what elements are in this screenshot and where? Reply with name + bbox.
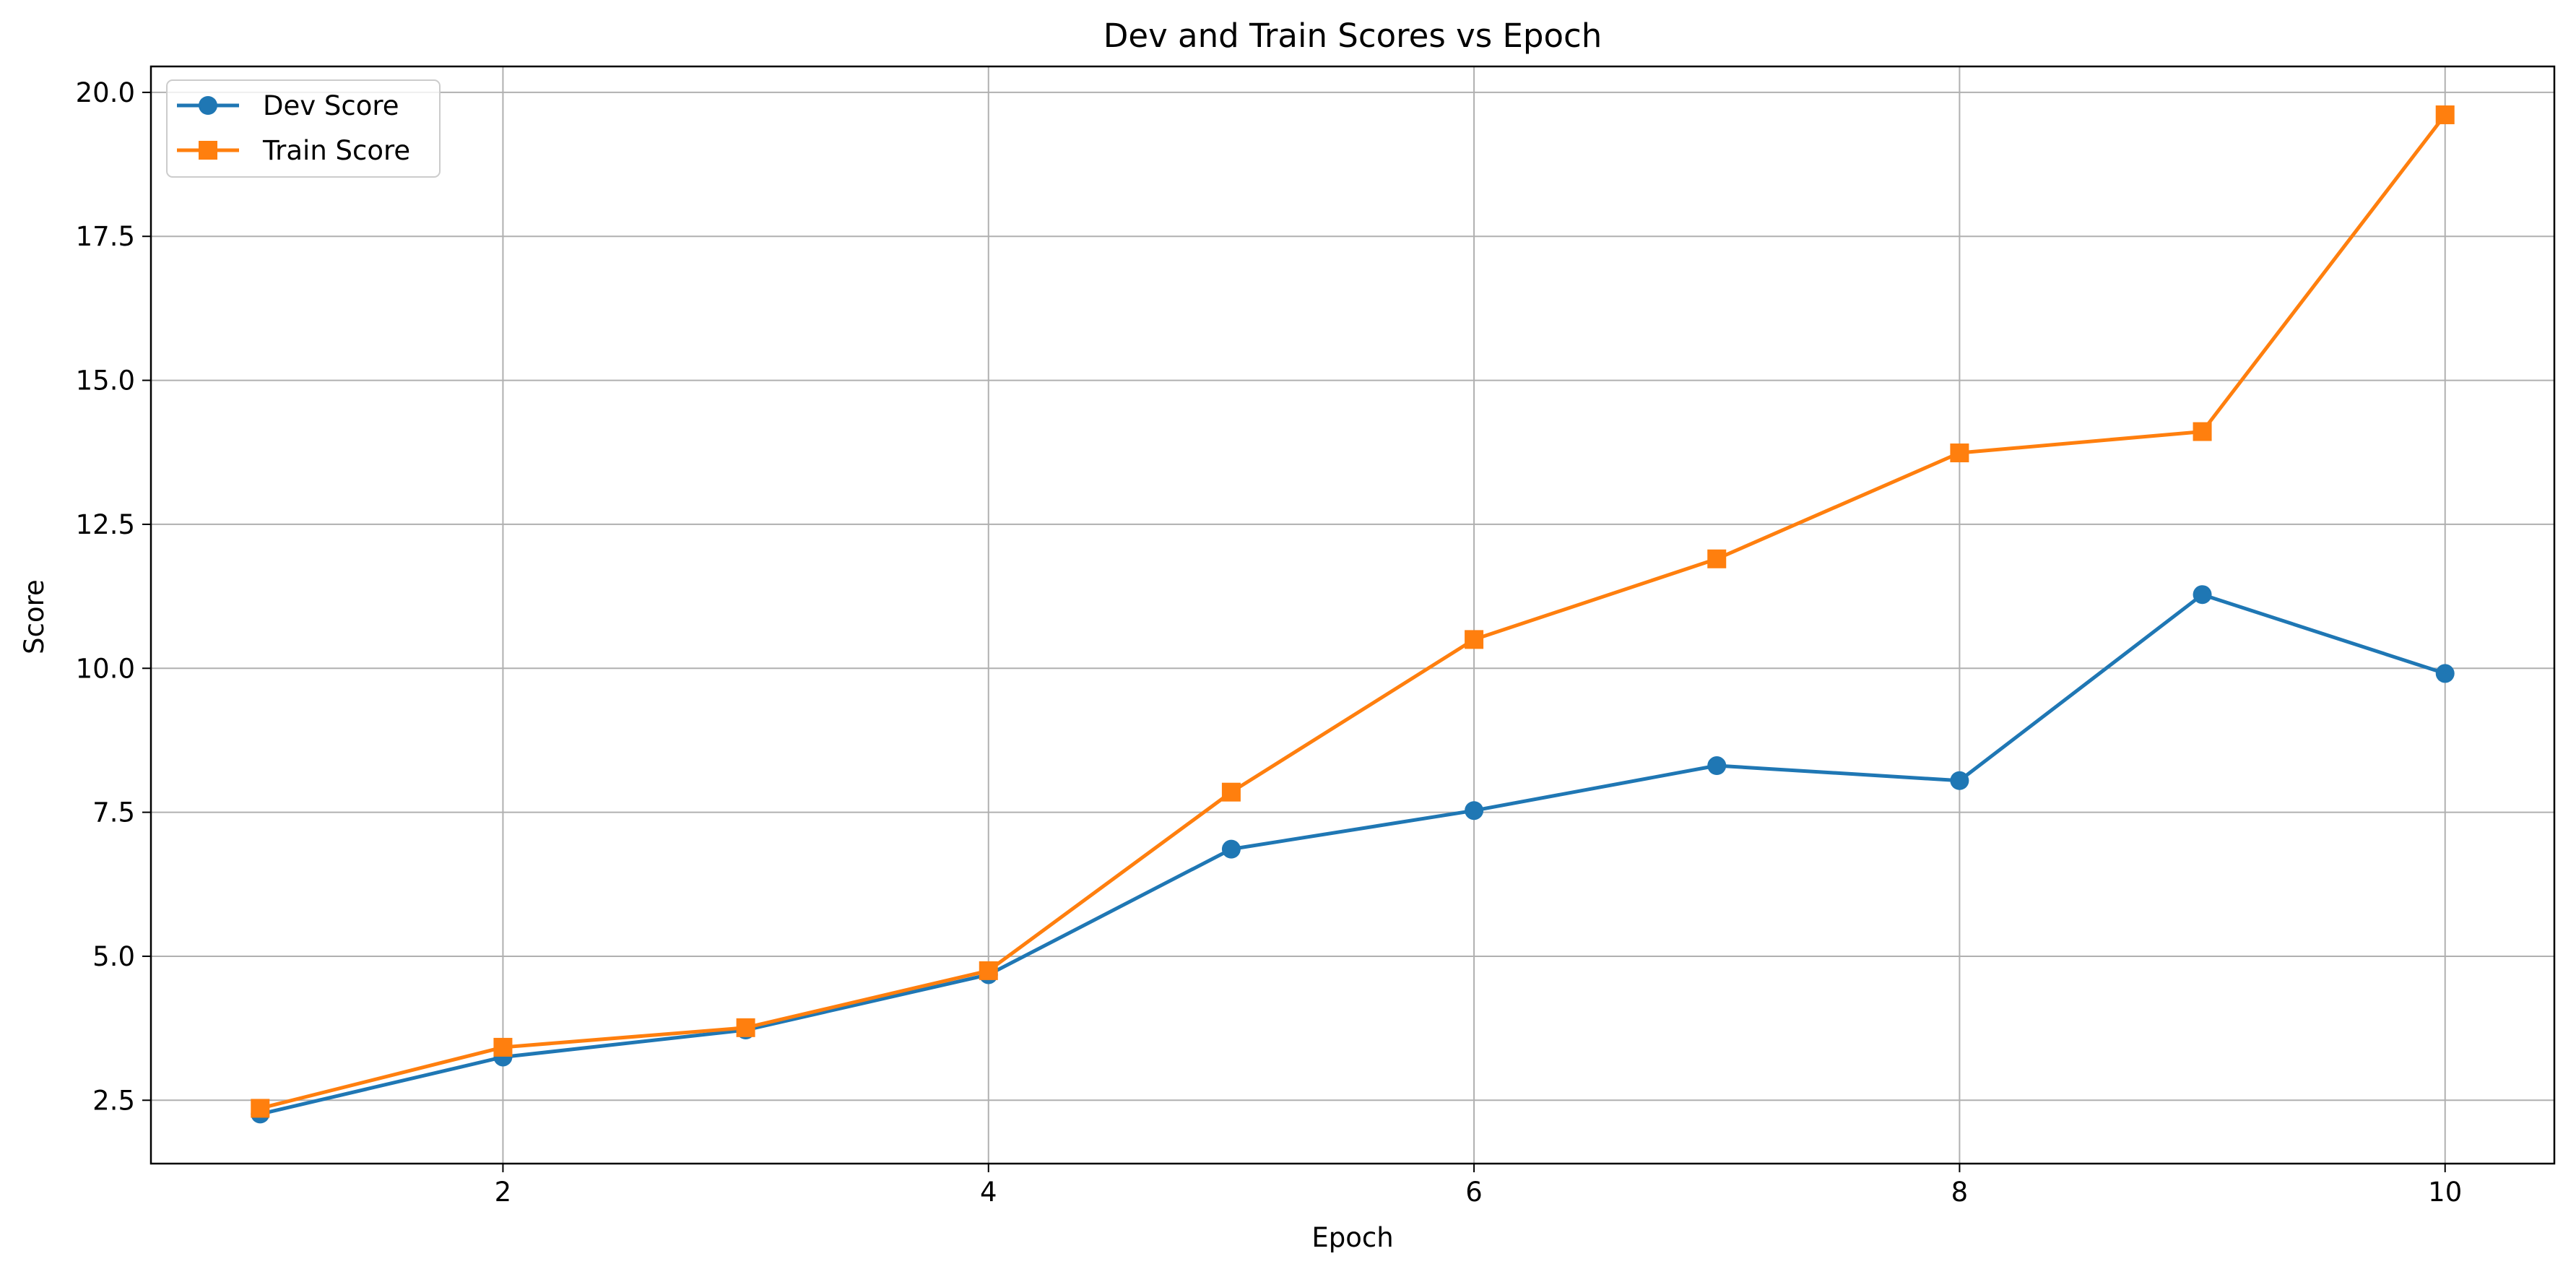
data-point — [979, 961, 998, 980]
y-tick-label: 2.5 — [92, 1085, 135, 1116]
legend: Dev Score Train Score — [166, 79, 441, 178]
legend-swatch-marker — [199, 96, 217, 115]
axis-ticks: 2 4 6 8 10 2.5 5.0 7.5 10.0 12.5 15.0 17.5 20.0 — [76, 77, 2463, 1208]
data-point — [1950, 443, 1969, 463]
data-point — [1707, 549, 1727, 568]
y-tick-label: 17.5 — [76, 221, 135, 252]
series-line — [258, 113, 2447, 1110]
series-2 — [251, 105, 2455, 1118]
y-tick-label: 12.5 — [76, 509, 135, 540]
plot-area-frame — [149, 65, 2556, 1165]
data-point — [493, 1037, 513, 1057]
data-point — [1950, 771, 1969, 790]
data-point — [1221, 782, 1241, 802]
x-tick-label: 10 — [2428, 1177, 2462, 1208]
y-axis-label: Score — [19, 579, 50, 654]
y-tick-label: 20.0 — [76, 77, 135, 108]
legend-label: Train Score — [262, 135, 410, 166]
x-tick-label: 8 — [1951, 1177, 1969, 1208]
y-tick-label: 10.0 — [76, 653, 135, 684]
series-layer — [251, 105, 2455, 1124]
x-tick-label: 4 — [980, 1177, 997, 1208]
data-point — [2435, 664, 2455, 683]
x-axis-label: Epoch — [1311, 1222, 1393, 1253]
y-tick-label: 15.0 — [76, 365, 135, 397]
x-tick-label: 6 — [1465, 1177, 1483, 1208]
data-point — [736, 1018, 755, 1037]
legend-label: Dev Score — [263, 90, 399, 121]
series-line — [258, 592, 2447, 1116]
y-tick-label: 5.0 — [92, 941, 135, 972]
legend-entry: Dev Score — [177, 90, 399, 121]
x-tick-label: 2 — [495, 1177, 512, 1208]
legend-entry: Train Score — [177, 135, 410, 166]
data-point — [2193, 422, 2212, 441]
data-point — [2435, 105, 2455, 124]
data-point — [1221, 839, 1241, 859]
legend-swatch-marker — [199, 141, 217, 160]
grid-lines — [151, 66, 2554, 1164]
data-point — [1465, 801, 1484, 821]
data-point — [2193, 585, 2212, 605]
data-point — [1707, 756, 1727, 776]
data-point — [1465, 630, 1484, 649]
y-tick-label: 7.5 — [92, 797, 135, 828]
data-point — [251, 1099, 270, 1118]
chart-title: Dev and Train Scores vs Epoch — [1103, 17, 1602, 55]
